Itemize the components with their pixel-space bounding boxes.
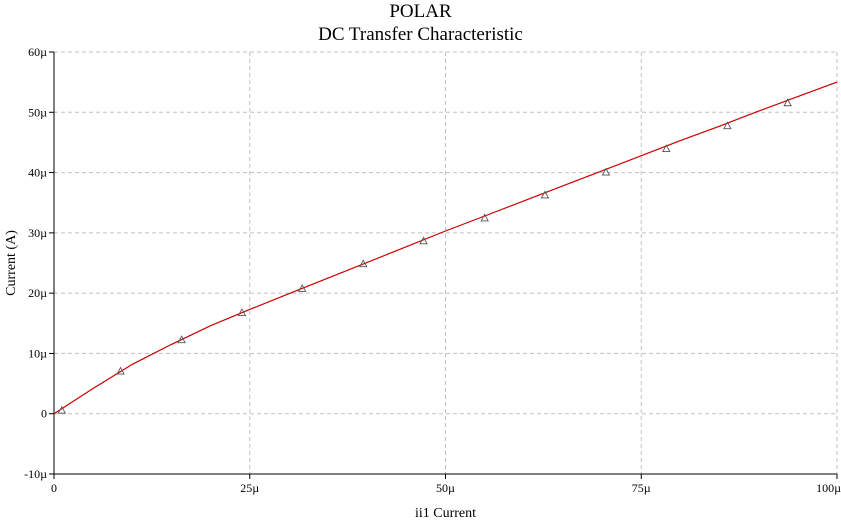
y-tick-label: 20µ [28,286,47,300]
x-tick-label: 25µ [240,481,259,495]
x-tick-label: 75µ [632,481,651,495]
data-point-marker [57,405,67,414]
y-tick-label: 60µ [28,45,47,59]
x-axis-label: ii1 Current [415,506,476,521]
y-tick-label: 0 [41,407,47,421]
grid [54,51,838,474]
x-tick-label: 50µ [436,481,455,495]
data-point-marker [662,144,671,153]
y-tick-label: -10µ [24,467,47,481]
data-point-marker [297,283,307,292]
series-line [53,81,838,415]
y-tick-label: 30µ [28,226,47,240]
data-point-marker [177,335,186,344]
data-point-marker [116,366,125,375]
data-point-marker [783,98,792,107]
data-point-marker [723,121,732,130]
chart-title: POLAR [389,1,452,22]
data-point-marker [419,236,428,245]
data-point-marker [237,308,247,316]
data-point-marker [540,190,550,199]
y-tick-label: 50µ [28,105,47,119]
tick-labels: 0 25µ 50µ 75µ 100µ -10µ 0 10µ 20µ 30µ 40µ 50µ 60µ [24,45,841,495]
data-point-marker [480,213,489,222]
y-tick-label: 10µ [28,346,47,360]
y-axis-label: Current (A) [4,230,19,296]
x-tick-label: 0 [51,481,57,495]
series-layer [53,81,838,415]
x-tick-label: 100µ [816,481,841,495]
chart-subtitle: DC Transfer Characteristic [318,24,523,45]
axes [49,51,838,479]
data-point-marker [359,259,368,268]
marker-layer [57,98,792,414]
y-tick-label: 40µ [28,166,47,180]
data-point-marker [601,167,611,176]
